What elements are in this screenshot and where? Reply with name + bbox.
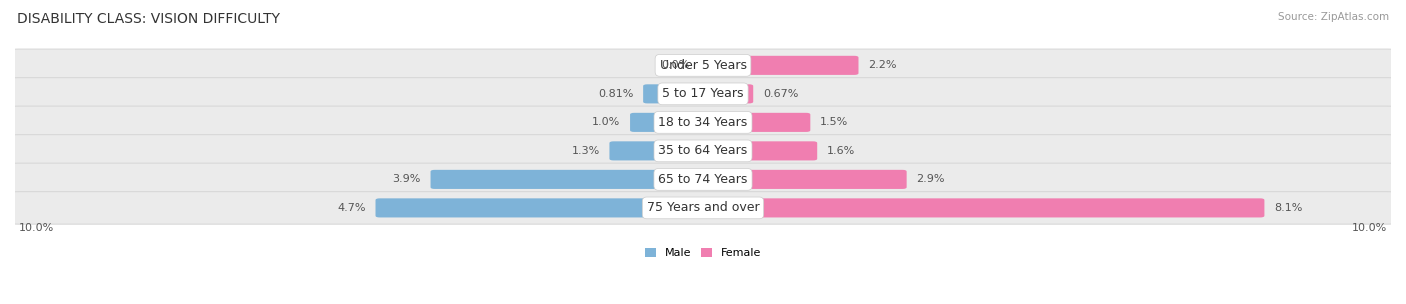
Text: 2.9%: 2.9%: [917, 174, 945, 185]
Text: 4.7%: 4.7%: [337, 203, 366, 213]
FancyBboxPatch shape: [6, 163, 1400, 196]
FancyBboxPatch shape: [699, 56, 859, 75]
Text: 10.0%: 10.0%: [18, 223, 53, 233]
Text: 35 to 64 Years: 35 to 64 Years: [658, 144, 748, 157]
Text: 18 to 34 Years: 18 to 34 Years: [658, 116, 748, 129]
Text: 10.0%: 10.0%: [1353, 223, 1388, 233]
FancyBboxPatch shape: [699, 84, 754, 103]
Legend: Male, Female: Male, Female: [641, 243, 765, 262]
Text: 1.5%: 1.5%: [820, 117, 848, 127]
FancyBboxPatch shape: [699, 113, 810, 132]
FancyBboxPatch shape: [643, 84, 707, 103]
FancyBboxPatch shape: [699, 141, 817, 161]
FancyBboxPatch shape: [630, 113, 707, 132]
Text: Under 5 Years: Under 5 Years: [659, 59, 747, 72]
FancyBboxPatch shape: [6, 106, 1400, 139]
Text: DISABILITY CLASS: VISION DIFFICULTY: DISABILITY CLASS: VISION DIFFICULTY: [17, 12, 280, 26]
FancyBboxPatch shape: [6, 78, 1400, 110]
Text: 75 Years and over: 75 Years and over: [647, 202, 759, 214]
Text: 8.1%: 8.1%: [1274, 203, 1302, 213]
Text: 0.81%: 0.81%: [598, 89, 634, 99]
Text: 1.6%: 1.6%: [827, 146, 855, 156]
FancyBboxPatch shape: [6, 49, 1400, 81]
Text: 1.0%: 1.0%: [592, 117, 620, 127]
Text: 65 to 74 Years: 65 to 74 Years: [658, 173, 748, 186]
Text: 0.67%: 0.67%: [763, 89, 799, 99]
Text: 0.0%: 0.0%: [661, 60, 689, 70]
FancyBboxPatch shape: [375, 198, 707, 217]
Text: 5 to 17 Years: 5 to 17 Years: [662, 87, 744, 100]
FancyBboxPatch shape: [699, 170, 907, 189]
FancyBboxPatch shape: [430, 170, 707, 189]
Text: Source: ZipAtlas.com: Source: ZipAtlas.com: [1278, 12, 1389, 22]
Text: 1.3%: 1.3%: [572, 146, 600, 156]
FancyBboxPatch shape: [609, 141, 707, 161]
FancyBboxPatch shape: [6, 192, 1400, 224]
Text: 3.9%: 3.9%: [392, 174, 420, 185]
Text: 2.2%: 2.2%: [868, 60, 897, 70]
FancyBboxPatch shape: [699, 198, 1264, 217]
FancyBboxPatch shape: [6, 135, 1400, 167]
